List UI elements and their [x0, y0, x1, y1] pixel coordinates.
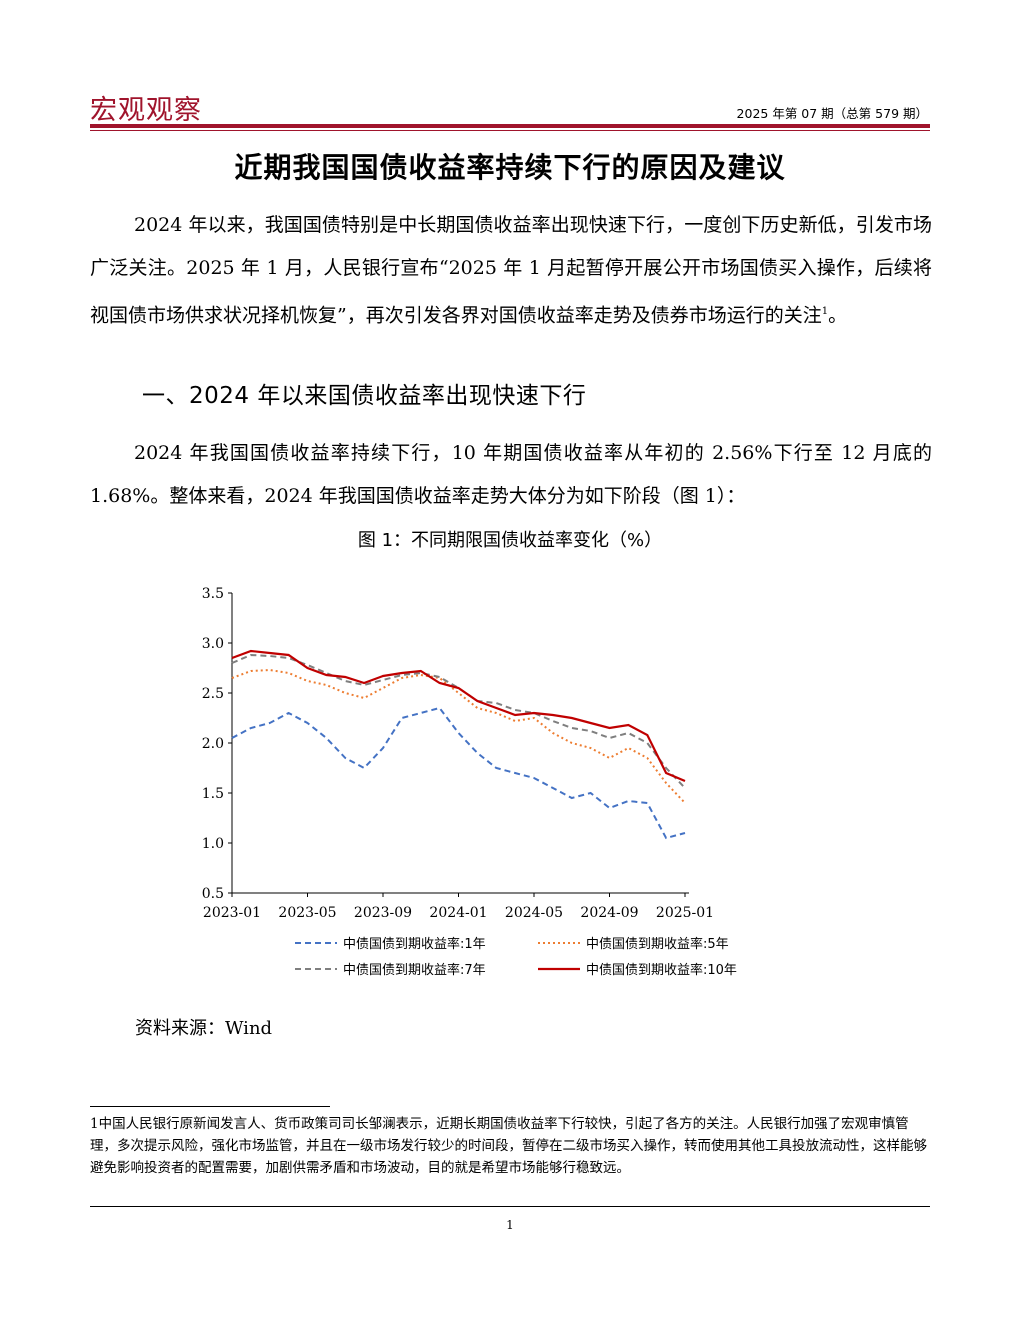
x-tick-label: 2024-05 — [505, 905, 563, 921]
issue-number: 2025 年第 07 期（总第 579 期） — [736, 106, 928, 121]
y-tick-label: 3.0 — [202, 636, 224, 652]
x-tick-label: 2024-09 — [580, 905, 638, 921]
footnote-rule — [90, 1106, 330, 1107]
x-tick-label: 2023-05 — [278, 905, 336, 921]
series-line-3 — [231, 653, 686, 789]
y-tick-label: 1.5 — [202, 786, 224, 802]
x-tick-label: 2025-01 — [656, 905, 714, 921]
series-line-1 — [231, 706, 686, 840]
intro-paragraph: 2024 年以来，我国国债特别是中长期国债收益率出现快速下行，一度创下历史新低，… — [90, 204, 932, 337]
y-tick-label: 0.5 — [202, 886, 224, 902]
series-line-4 — [231, 649, 686, 783]
report-brand: 宏观观察 — [90, 95, 202, 126]
header-rule-thin — [90, 130, 930, 131]
footnote-text: 中国人民银行原新闻发言人、货币政策司司长邹澜表示，近期长期国债收益率下行较快，引… — [90, 1116, 927, 1176]
yield-line-chart: 0.5 1.0 1.5 2.0 2.5 3.0 3.5 2023-01 2023-05 2023-… — [202, 586, 737, 978]
figure-title: 图 1：不同期限国债收益率变化（%） — [357, 530, 663, 551]
figure-source: 资料来源：Wind — [135, 1018, 273, 1039]
header-rule — [90, 124, 930, 128]
intro-text: 2024 年以来，我国国债特别是中长期国债收益率出现快速下行，一度创下历史新低，… — [90, 214, 932, 327]
y-tick-label: 1.0 — [202, 836, 224, 852]
section-heading: 一、2024 年以来国债收益率出现快速下行 — [142, 383, 587, 409]
y-tick-label: 2.5 — [202, 686, 224, 702]
page-title: 近期我国国债收益率持续下行的原因及建议 — [234, 151, 786, 184]
legend-label-3: 中债国债到期收益率:7年 — [343, 962, 486, 978]
y-tick-label: 3.5 — [202, 586, 224, 602]
footnote-number: 1 — [90, 1116, 99, 1132]
page-number: 1 — [506, 1218, 514, 1232]
page-rule — [90, 1206, 930, 1207]
legend-label-1: 中债国债到期收益率:1年 — [343, 936, 486, 952]
footnote: 1中国人民银行原新闻发言人、货币政策司司长邹澜表示，近期长期国债收益率下行较快，… — [90, 1113, 932, 1179]
series-line-2 — [231, 668, 686, 804]
legend-label-4: 中债国债到期收益率:10年 — [586, 962, 737, 978]
y-tick-label: 2.0 — [202, 736, 224, 752]
x-tick-label: 2023-01 — [203, 905, 261, 921]
footnote-reference[interactable]: 1 — [821, 306, 829, 317]
intro-end: 。 — [828, 304, 848, 327]
x-tick-label: 2023-09 — [354, 905, 412, 921]
x-tick-label: 2024-01 — [429, 905, 487, 921]
section-paragraph: 2024 年我国国债收益率持续下行，10 年期国债收益率从年初的 2.56%下行… — [90, 442, 932, 507]
legend-label-2: 中债国债到期收益率:5年 — [586, 936, 729, 952]
